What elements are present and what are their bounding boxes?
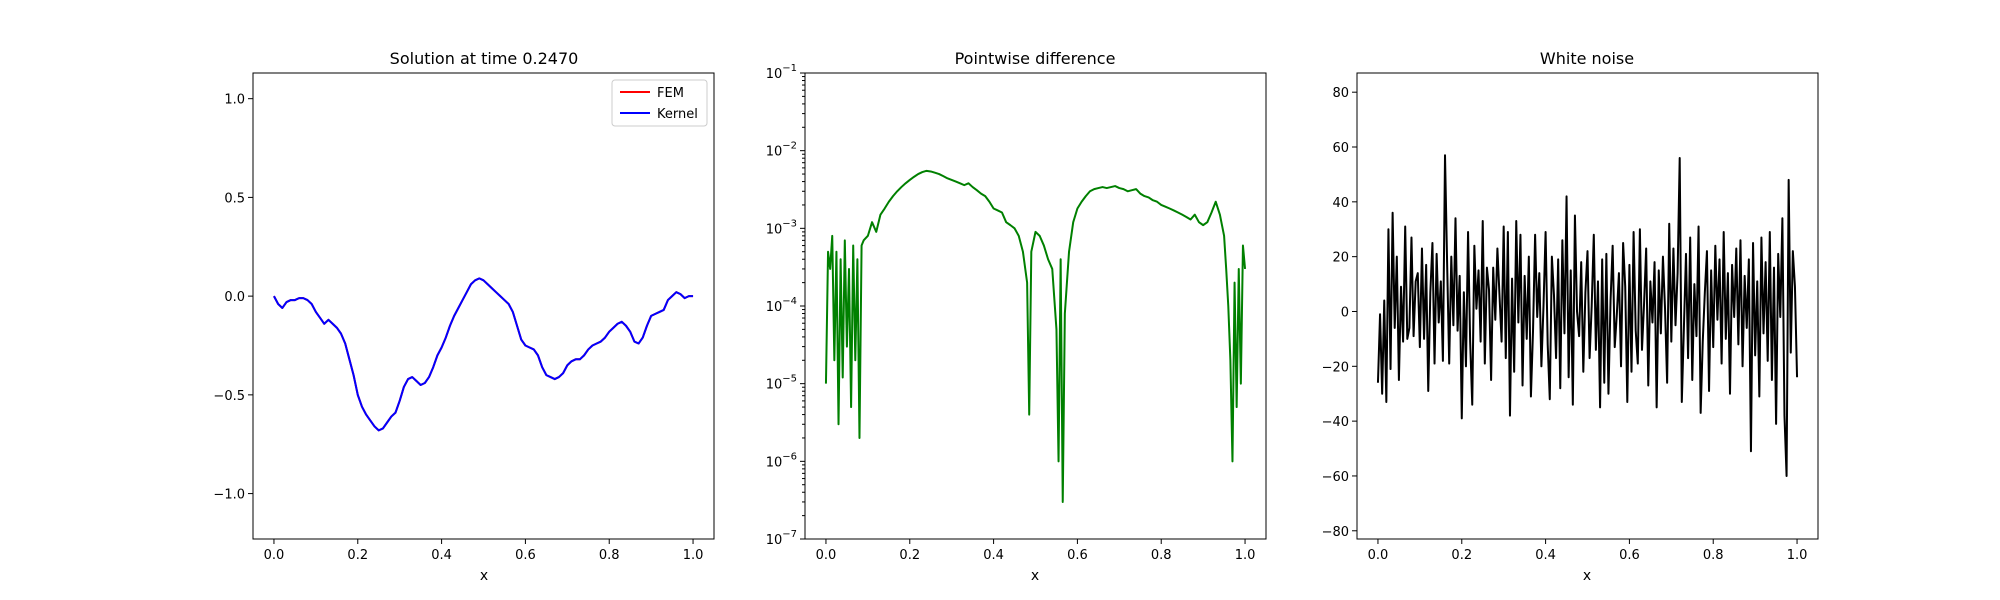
panel-solution: Solution at time 0.2470 0.0 0.2 0.4 0.6 0.8 1… (213, 49, 715, 584)
y-tick-label: 10−3 (766, 218, 797, 237)
x-tick-label: 0.4 (983, 548, 1004, 563)
x-tick-label: 0.4 (431, 548, 452, 563)
x-tick-label: 0.2 (1451, 548, 1472, 563)
chart-title-white-noise: White noise (1540, 49, 1634, 68)
x-tick-label: 0.0 (816, 548, 837, 563)
x-axis-label-solution: x (480, 568, 488, 584)
y-tick-label: 10−4 (766, 296, 797, 315)
x-tick-label: 0.0 (1368, 548, 1389, 563)
y-tick-label: 40 (1332, 196, 1349, 211)
x-ticks-difference: 0.0 0.2 0.4 0.6 0.8 1.0 (816, 539, 1256, 563)
legend-label-kernel: Kernel (657, 107, 698, 122)
panel-difference: Pointwise difference 0.0 0.2 0.4 0.6 0.8 1.0 … (766, 49, 1267, 584)
x-tick-label: 0.8 (1703, 548, 1724, 563)
x-ticks-solution: 0.0 0.2 0.4 0.6 0.8 1.0 (264, 539, 704, 563)
x-tick-label: 0.4 (1535, 548, 1556, 563)
series-group-difference (824, 169, 1247, 503)
y-tick-label: 0 (1341, 305, 1349, 320)
y-tick-label: −0.5 (213, 389, 245, 404)
y-tick-label: −1.0 (213, 488, 245, 503)
plot-frame-white-noise (1356, 72, 1819, 540)
y-ticks-solution: −1.0 −0.5 0.0 0.5 1.0 (213, 93, 253, 503)
x-tick-label: 1.0 (683, 548, 704, 563)
x-tick-label: 0.8 (1151, 548, 1172, 563)
chart-title-difference: Pointwise difference (955, 49, 1116, 68)
legend: FEM Kernel (611, 79, 708, 127)
y-tick-label: −60 (1322, 470, 1349, 485)
y-tick-label: −40 (1322, 415, 1349, 430)
series-line-solution-kernel (273, 277, 694, 432)
y-ticks-difference: 10−7 10−6 10−5 10−4 10−3 10−2 10−1 (766, 63, 805, 548)
panel-white-noise: White noise 0.0 0.2 0.4 0.6 0.8 1.0 −80 −60 −40… (1322, 49, 1819, 584)
y-tick-label: −20 (1322, 360, 1349, 375)
x-tick-label: 0.0 (264, 548, 285, 563)
y-tick-label: 80 (1332, 86, 1349, 101)
x-tick-label: 0.2 (347, 548, 368, 563)
x-tick-label: 0.6 (515, 548, 536, 563)
series-group-solution (273, 277, 694, 432)
legend-label-fem: FEM (657, 86, 684, 101)
series-group-white-noise (1376, 154, 1799, 477)
y-tick-label: 60 (1332, 141, 1349, 156)
y-tick-label: −80 (1322, 525, 1349, 540)
y-tick-label: 10−2 (766, 141, 797, 160)
chart-title-solution: Solution at time 0.2470 (390, 49, 579, 68)
series-line-white-noise-series-0 (1376, 154, 1799, 477)
x-tick-label: 0.8 (599, 548, 620, 563)
plot-frame-solution (252, 72, 715, 540)
y-tick-label: 1.0 (224, 93, 245, 108)
x-tick-label: 1.0 (1787, 548, 1808, 563)
y-tick-label: 10−5 (766, 374, 797, 393)
x-ticks-white-noise: 0.0 0.2 0.4 0.6 0.8 1.0 (1368, 539, 1808, 563)
x-tick-label: 1.0 (1235, 548, 1256, 563)
y-tick-label: 0.5 (224, 191, 245, 206)
y-tick-label: 10−1 (766, 63, 797, 82)
series-line-solution-fem (273, 277, 694, 432)
x-axis-label-difference: x (1031, 568, 1039, 584)
x-tick-label: 0.6 (1619, 548, 1640, 563)
y-tick-label: 10−6 (766, 451, 797, 470)
y-tick-label: 10−7 (766, 529, 797, 548)
x-tick-label: 0.6 (1067, 548, 1088, 563)
y-tick-label: 0.0 (224, 290, 245, 305)
plot-frame-difference (804, 72, 1267, 540)
y-tick-label: 20 (1332, 251, 1349, 266)
y-ticks-white-noise: −80 −60 −40 −20 0 20 40 60 80 (1322, 86, 1357, 540)
x-axis-label-white-noise: x (1583, 568, 1591, 584)
x-tick-label: 0.2 (899, 548, 920, 563)
series-line-difference-series-0 (824, 169, 1247, 503)
